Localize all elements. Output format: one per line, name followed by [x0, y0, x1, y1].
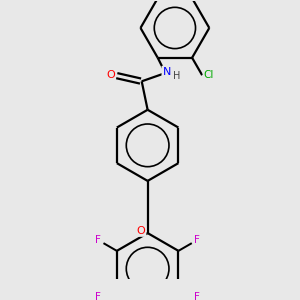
Text: F: F — [194, 235, 200, 245]
Text: F: F — [95, 292, 101, 300]
Text: F: F — [194, 292, 200, 300]
Text: N: N — [162, 67, 171, 76]
Text: Cl: Cl — [203, 70, 214, 80]
Text: O: O — [137, 226, 146, 236]
Text: O: O — [106, 70, 115, 80]
Text: H: H — [173, 71, 180, 81]
Text: F: F — [95, 235, 101, 245]
